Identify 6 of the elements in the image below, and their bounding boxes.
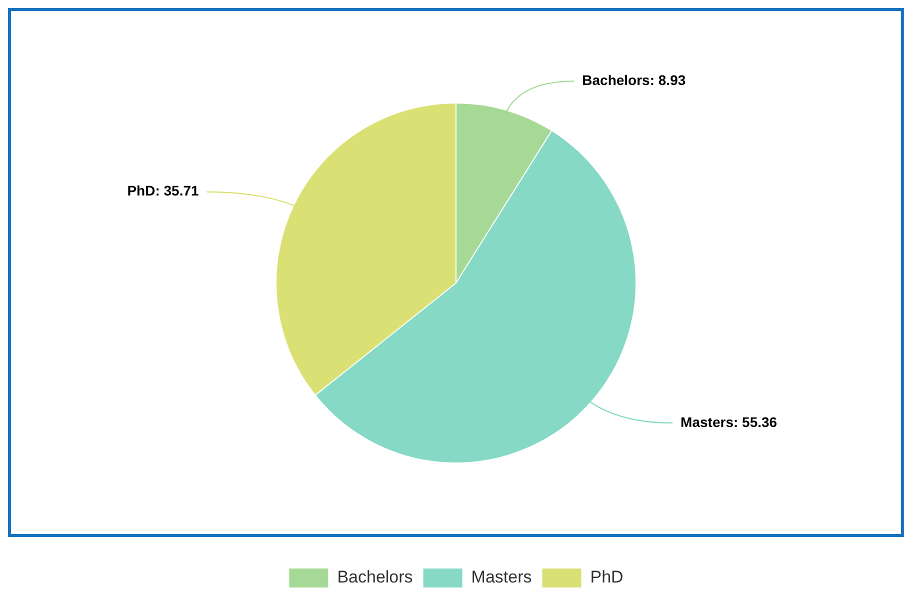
data-label: Bachelors: 8.93 <box>582 72 686 88</box>
legend-label: Bachelors <box>337 568 413 587</box>
data-label: Masters: 55.36 <box>680 414 778 430</box>
legend-label: PhD <box>590 568 624 587</box>
legend-label: Masters <box>471 568 532 587</box>
data-label: PhD: 35.71 <box>127 182 200 199</box>
